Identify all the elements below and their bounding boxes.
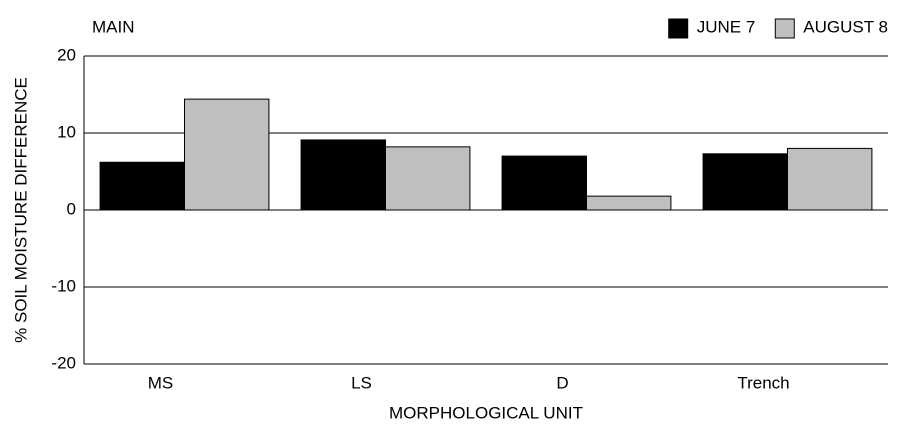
x-tick-label: LS (351, 373, 372, 392)
bar (702, 153, 789, 211)
y-tick-label: 0 (67, 199, 76, 218)
chart-title: MAIN (92, 17, 135, 36)
y-tick-label: 10 (57, 122, 76, 141)
bar (787, 147, 873, 211)
bar (184, 98, 270, 211)
bar (99, 161, 185, 211)
y-tick-label: 20 (57, 45, 76, 64)
bar (501, 155, 587, 211)
legend-swatch (668, 18, 689, 39)
legend-label: JUNE 7 (697, 17, 756, 36)
bar (385, 146, 471, 211)
legend-label: AUGUST 8 (803, 17, 888, 36)
x-axis-label: MORPHOLOGICAL UNIT (389, 403, 583, 422)
bar (586, 195, 672, 211)
x-tick-label: MS (148, 373, 174, 392)
y-tick-label: -20 (51, 353, 76, 372)
bar (300, 139, 386, 211)
y-tick-label: -10 (51, 276, 76, 295)
x-tick-label: D (556, 373, 568, 392)
y-axis-label: % SOIL MOISTURE DIFFERENCE (11, 77, 30, 343)
x-tick-label: Trench (737, 373, 789, 392)
legend-swatch (774, 18, 795, 39)
